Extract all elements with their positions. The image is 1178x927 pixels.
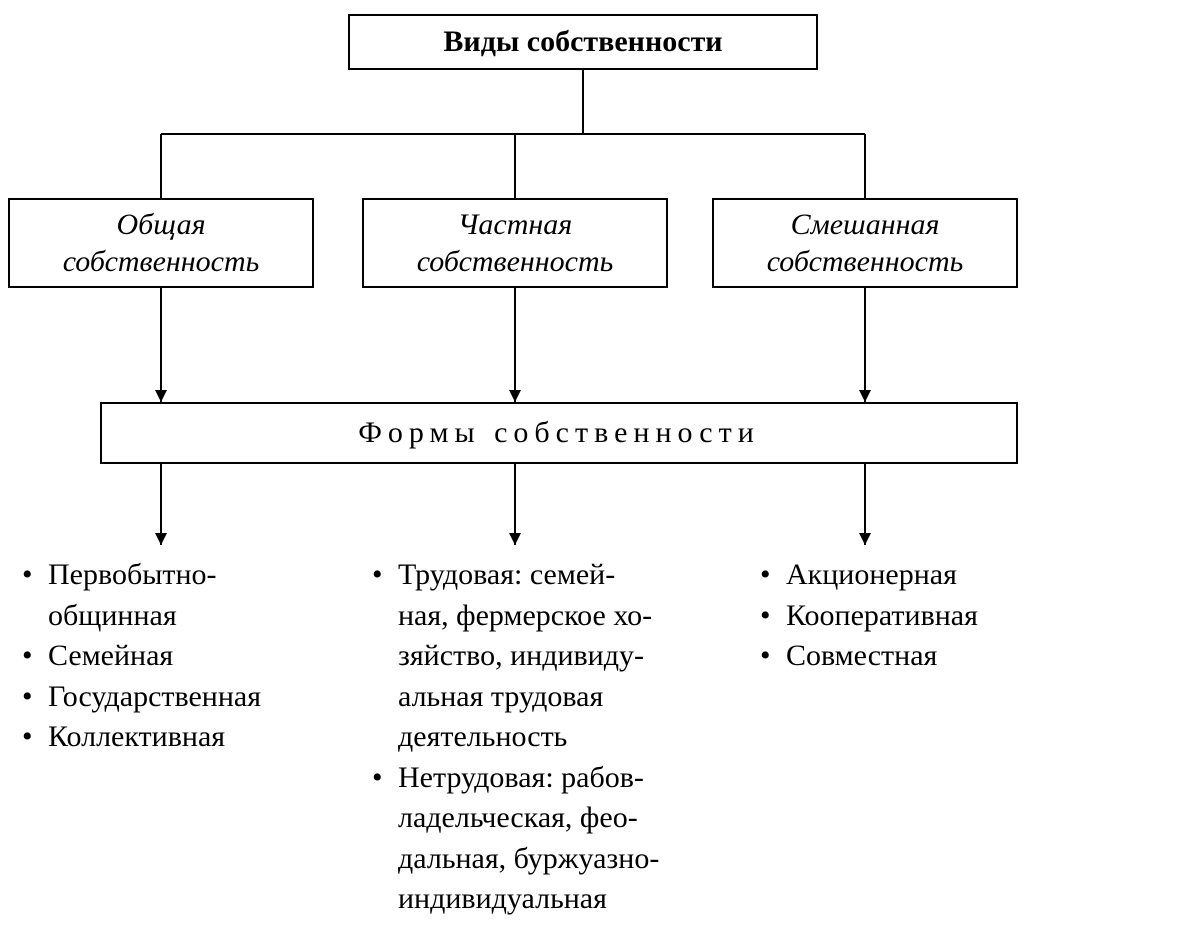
bullet-list: Трудовая: семей-ная, фермерское хо-зяйст… bbox=[372, 555, 752, 920]
type-box-common: Общая собственность bbox=[8, 198, 314, 288]
bullet-column-common: Первобытно-общиннаяСемейнаяГосударственн… bbox=[22, 555, 342, 758]
forms-heading-text: Формы собственности bbox=[358, 414, 760, 452]
list-item: Семейная bbox=[22, 636, 342, 677]
list-item: Трудовая: семей-ная, фермерское хо-зяйст… bbox=[372, 555, 752, 758]
bullet-column-private: Трудовая: семей-ная, фермерское хо-зяйст… bbox=[372, 555, 752, 920]
type-label: Общая собственность bbox=[28, 206, 294, 281]
type-box-mixed: Смешанная собственность bbox=[712, 198, 1018, 288]
forms-heading-box: Формы собственности bbox=[100, 402, 1018, 464]
list-item: Акционерная bbox=[760, 555, 1080, 596]
bullet-column-mixed: АкционернаяКооперативнаяСовместная bbox=[760, 555, 1080, 677]
list-item: Кооперативная bbox=[760, 596, 1080, 637]
list-item: Коллективная bbox=[22, 717, 342, 758]
title-text: Виды собственности bbox=[443, 23, 722, 61]
bullet-list: Первобытно-общиннаяСемейнаяГосударственн… bbox=[22, 555, 342, 758]
type-label: Частная собственность bbox=[382, 206, 648, 281]
type-label: Смешанная собственность bbox=[732, 206, 998, 281]
title-box: Виды собственности bbox=[348, 14, 818, 70]
list-item: Совместная bbox=[760, 636, 1080, 677]
list-item: Государственная bbox=[22, 677, 342, 718]
list-item: Первобытно-общинная bbox=[22, 555, 342, 636]
type-box-private: Частная собственность bbox=[362, 198, 668, 288]
bullet-list: АкционернаяКооперативнаяСовместная bbox=[760, 555, 1080, 677]
list-item: Нетрудовая: рабов-ладельческая, фео-даль… bbox=[372, 758, 752, 920]
